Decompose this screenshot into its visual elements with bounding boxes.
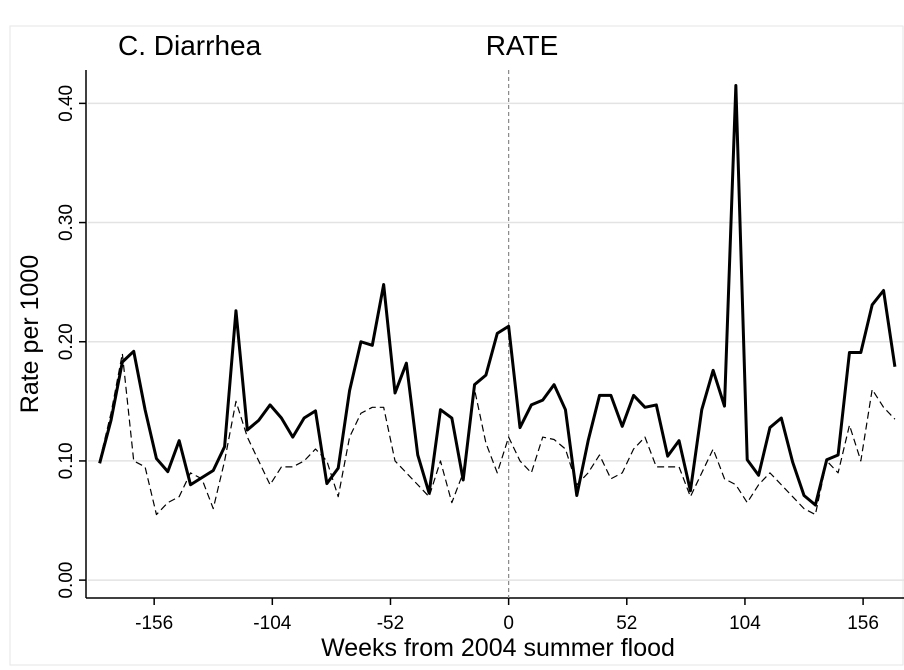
y-tick-label: 0.20 bbox=[56, 323, 77, 360]
chart-subtitle: RATE bbox=[486, 30, 559, 61]
chart-frame bbox=[9, 25, 904, 666]
x-tick-label: 0 bbox=[503, 613, 514, 634]
data-line bbox=[98, 83, 897, 507]
y-tick-label: 0.00 bbox=[56, 562, 77, 599]
y-axis-label: Rate per 1000 bbox=[16, 255, 44, 413]
x-tick-label: -104 bbox=[253, 613, 291, 634]
data-line bbox=[99, 353, 896, 516]
x-axis-label: Weeks from 2004 summer flood bbox=[321, 634, 675, 662]
x-tick-label: -156 bbox=[135, 613, 173, 634]
y-tick-label: 0.30 bbox=[56, 204, 77, 241]
x-tick-label: 52 bbox=[616, 613, 637, 634]
x-tick-label: 104 bbox=[729, 613, 761, 634]
y-tick-label: 0.10 bbox=[56, 442, 77, 479]
chart-title: C. Diarrhea bbox=[118, 30, 262, 61]
x-tick-label: -52 bbox=[377, 613, 404, 634]
x-tick-label: 156 bbox=[847, 613, 879, 634]
y-tick-label: 0.40 bbox=[56, 85, 77, 122]
